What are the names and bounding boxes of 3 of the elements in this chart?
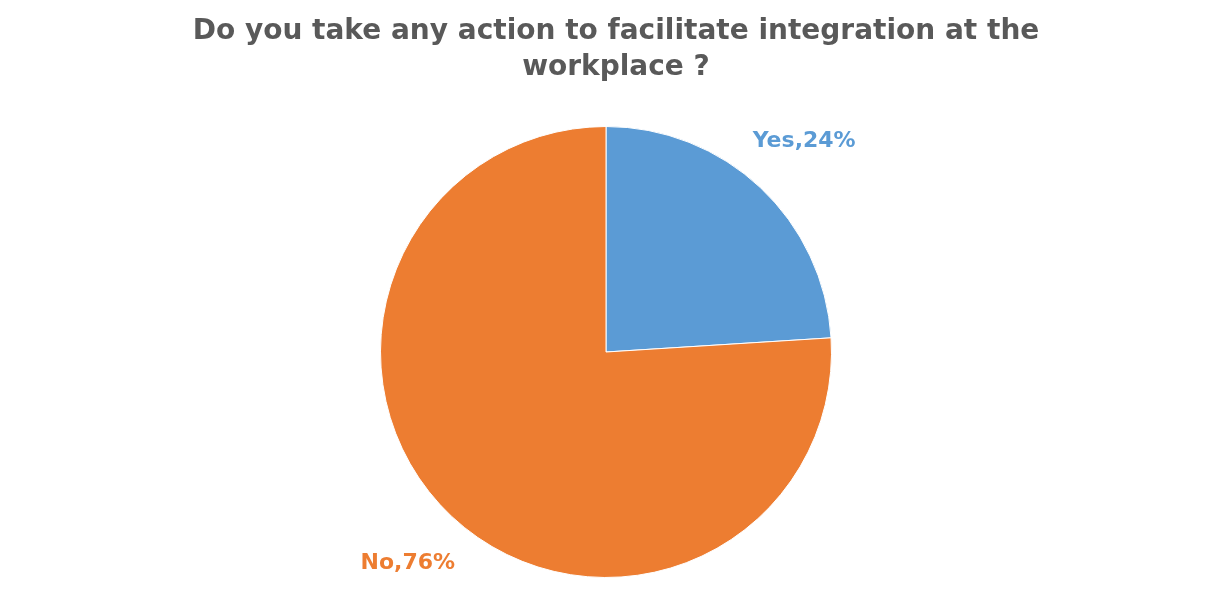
slice-label: Yes,24% <box>751 126 856 152</box>
chart-title: Do you take any action to facilitate integration at the workplace ? <box>191 12 1041 85</box>
slice-label: No,76% <box>360 548 456 574</box>
